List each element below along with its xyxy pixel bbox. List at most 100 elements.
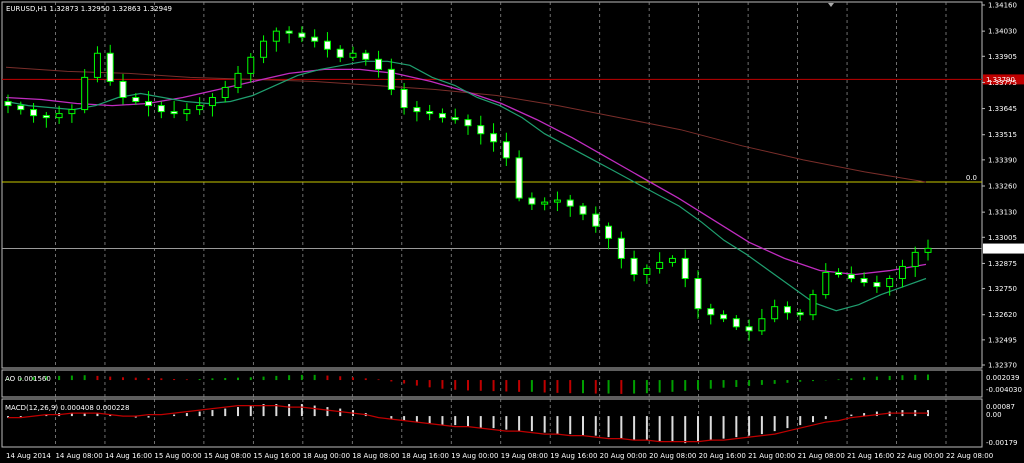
price-marker (983, 74, 1024, 85)
candle-bear (502, 141, 510, 159)
scroll-marker-icon[interactable] (828, 3, 834, 7)
candle-bear (413, 107, 421, 113)
candle-bear (605, 225, 613, 239)
time-axis[interactable]: 14 Aug 2014 14 Aug 08:00 14 Aug 16:00 15 Au… (6, 452, 993, 460)
candle-bear (145, 101, 153, 107)
y-tick-label: 1.32370 (988, 362, 1017, 370)
candle-bear (515, 157, 523, 199)
candle-bull (234, 72, 242, 88)
candle-bull (221, 86, 229, 99)
candle-bear (362, 52, 370, 60)
x-tick-label: 21 Aug 00:00 (748, 452, 795, 460)
price-marker-label: 1.32949 (986, 245, 1015, 253)
candle-bear (157, 105, 165, 113)
macd-tick-label: 0.00087 (986, 403, 1015, 411)
panel-frame (1, 369, 983, 398)
candle-bull (898, 265, 906, 280)
candle-bull (656, 261, 664, 269)
x-tick-label: 14 Aug 16:00 (105, 452, 152, 460)
x-tick-label: 22 Aug 08:00 (946, 452, 993, 460)
candle-bear (847, 273, 855, 280)
x-tick-label: 20 Aug 08:00 (649, 452, 696, 460)
y-tick-label: 1.33515 (988, 131, 1017, 139)
price-marker (983, 243, 1024, 254)
x-tick-label: 15 Aug 00:00 (154, 452, 201, 460)
candle-bear (400, 88, 408, 109)
x-tick-label: 22 Aug 00:00 (897, 452, 944, 460)
candle-bull (272, 30, 280, 42)
candle-bull (247, 56, 255, 74)
candle-bear (732, 318, 740, 328)
candle-bear (592, 213, 600, 227)
candle-bull (68, 109, 76, 115)
candle-bull (758, 318, 766, 332)
candle-bull (771, 306, 779, 320)
y-tick-label: 1.33260 (988, 183, 1017, 191)
candle-bear (387, 68, 395, 90)
y-tick-label: 1.33775 (988, 79, 1017, 87)
x-tick-label: 18 Aug 08:00 (352, 452, 399, 460)
candle-bear (375, 58, 383, 70)
x-tick-label: 19 Aug 16:00 (550, 452, 597, 460)
candle-bear (451, 117, 459, 121)
macd-title: MACD(12,26,9) 0.000408 0.000228 (5, 404, 129, 412)
candle-bull (183, 109, 191, 115)
candle-bull (208, 97, 216, 107)
candle-bull (81, 76, 89, 111)
candle-bull (553, 199, 561, 203)
ao-tick-label: -0.004030 (986, 386, 1022, 394)
y-tick-label: 1.34160 (988, 2, 1017, 10)
candle-bear (860, 278, 868, 284)
candle-bull (541, 201, 549, 205)
candle-bear (323, 40, 331, 50)
x-tick-label: 21 Aug 16:00 (847, 452, 894, 460)
candle-bear (783, 306, 791, 314)
x-tick-label: 14 Aug 2014 (6, 452, 51, 460)
x-tick-label: 20 Aug 16:00 (699, 452, 746, 460)
candle-bull (643, 267, 651, 275)
candle-bear (720, 314, 728, 320)
main-chart-title: EURUSD,H1 1.32873 1.32950 1.32863 1.3294… (6, 5, 172, 13)
x-tick-label: 19 Aug 08:00 (501, 452, 548, 460)
x-tick-label: 15 Aug 08:00 (204, 452, 251, 460)
panel-frame (1, 398, 983, 448)
y-tick-label: 1.32750 (988, 285, 1017, 293)
candle-bear (796, 312, 804, 316)
y-tick-label: 1.33005 (988, 234, 1017, 242)
ao-title: AO 0.001560 (5, 375, 51, 383)
candle-bear (528, 197, 536, 205)
candle-bull (55, 113, 63, 119)
candle-bull (924, 247, 932, 253)
candle-bull (349, 52, 357, 58)
macd-tick-label: -0.00179 (986, 439, 1017, 447)
y-tick-label: 1.32875 (988, 260, 1017, 268)
y-tick-label: 1.34030 (988, 28, 1017, 36)
ma-slow-line (5, 66, 927, 183)
macd-tick-label: 0.00 (986, 411, 1002, 419)
candle-bear (170, 111, 178, 115)
candlestick-series (4, 26, 932, 341)
price-axis[interactable]: 1.34160 1.34030 1.33905 1.33775 1.33645 1.335… (982, 2, 1022, 448)
panel-frame (1, 1, 983, 369)
horizontal-levels[interactable]: 1.33790 0.0 1.32949 (2, 74, 1024, 254)
candle-bear (30, 109, 38, 117)
candle-bear (426, 111, 434, 115)
candle-bear (464, 119, 472, 127)
candle-bear (285, 30, 293, 34)
grid-lines (55, 2, 947, 447)
candle-bear (681, 257, 689, 280)
x-tick-label: 21 Aug 08:00 (798, 452, 845, 460)
candle-bear (477, 125, 485, 135)
candle-bear (707, 308, 715, 316)
x-tick-label: 20 Aug 00:00 (600, 452, 647, 460)
candle-bull (822, 271, 830, 296)
candle-bear (42, 115, 50, 119)
x-tick-label: 15 Aug 16:00 (253, 452, 300, 460)
candle-bull (809, 294, 817, 316)
candle-bear (132, 97, 140, 103)
y-tick-label: 1.33130 (988, 209, 1017, 217)
candle-bear (835, 271, 843, 275)
ao-tick-label: 0.002039 (986, 374, 1019, 382)
